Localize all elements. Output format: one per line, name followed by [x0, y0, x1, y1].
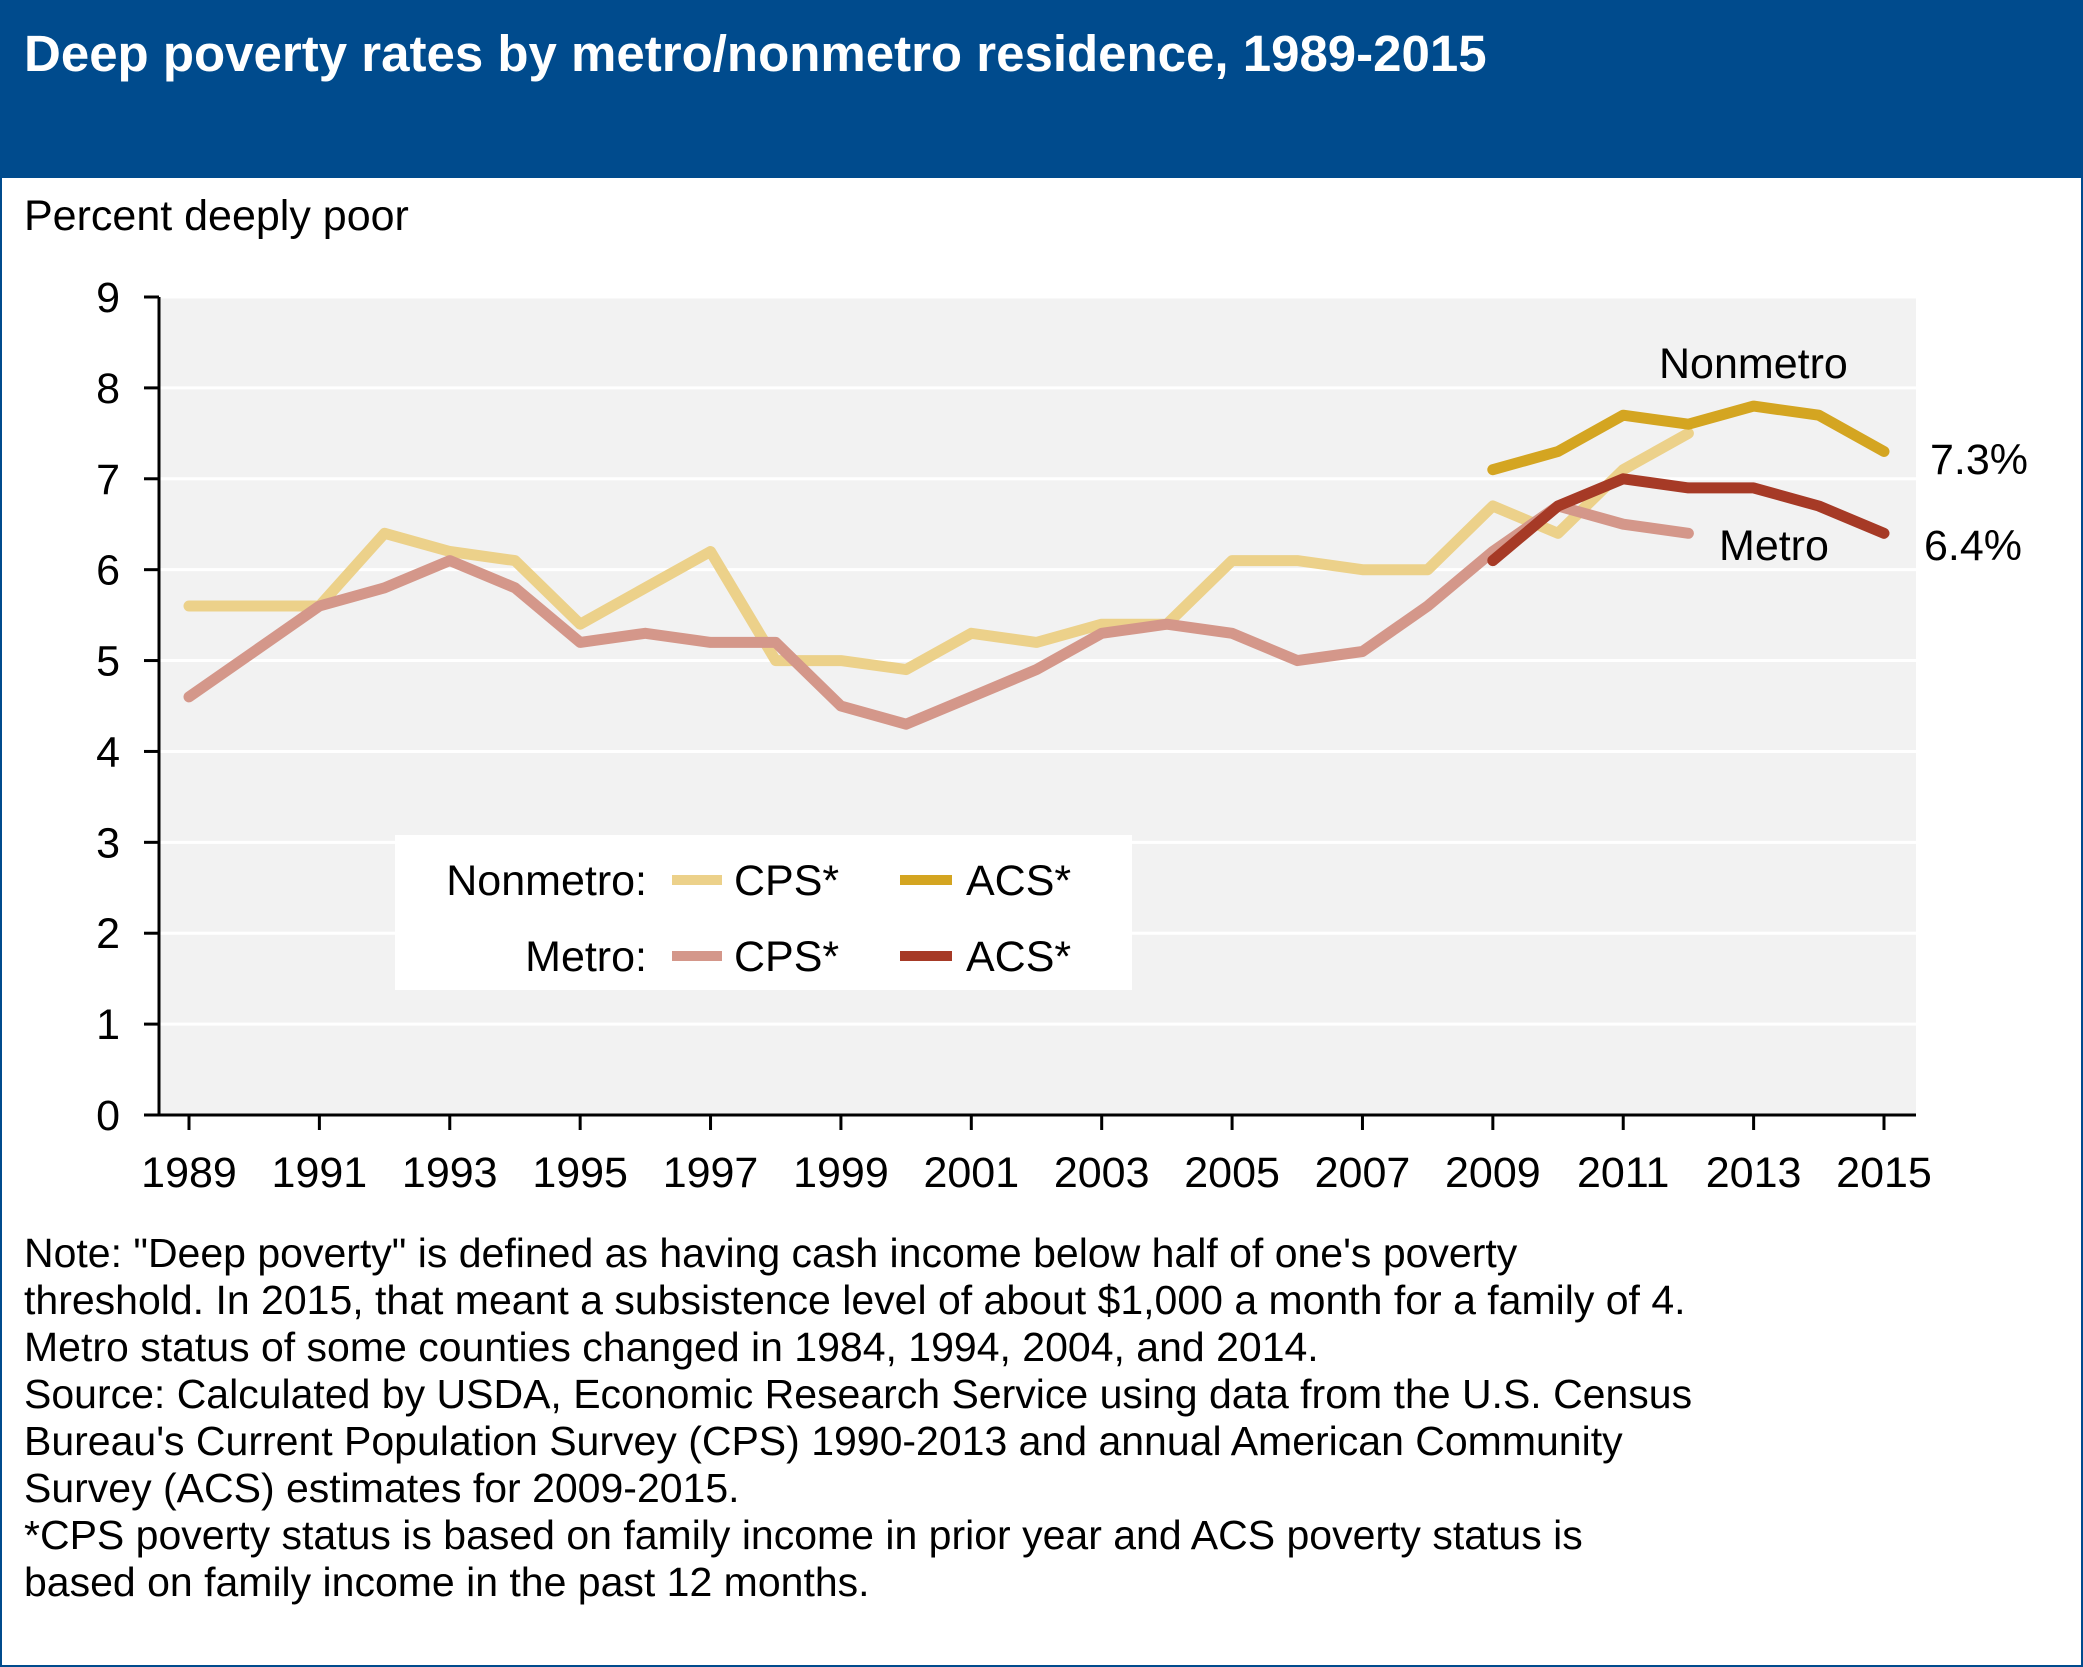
x-tick-label-2009: 2009 — [1445, 1149, 1541, 1197]
nonmetro-end-value: 7.3% — [1930, 436, 2028, 484]
notes-block: Note: "Deep poverty" is defined as havin… — [24, 1230, 2064, 1606]
x-tick-label-2013: 2013 — [1706, 1149, 1802, 1197]
note-line-3: Metro status of some counties changed in… — [24, 1324, 1319, 1370]
y-tick-label-7: 7 — [96, 456, 120, 504]
metro-end-value: 6.4% — [1924, 522, 2022, 570]
legend-label-metro-acs: ACS* — [966, 933, 1071, 981]
source-line-1: Source: Calculated by USDA, Economic Res… — [24, 1371, 1693, 1417]
legend-row-nonmetro-label: Nonmetro: — [446, 857, 647, 905]
x-tick-label-2003: 2003 — [1054, 1149, 1150, 1197]
x-tick-label-2007: 2007 — [1315, 1149, 1411, 1197]
x-tick-label-2015: 2015 — [1836, 1149, 1932, 1197]
title-bar: Deep poverty rates by metro/nonmetro res… — [2, 2, 2081, 178]
y-tick-label-4: 4 — [96, 728, 120, 776]
footnote-line-1: *CPS poverty status is based on family i… — [24, 1512, 1583, 1558]
series-line-nonmetro_cps — [183, 427, 1694, 676]
y-tick-label-2: 2 — [96, 910, 120, 958]
footnote-line-2: based on family income in the past 12 mo… — [24, 1559, 870, 1605]
line-chart: 0 1 2 3 4 5 6 7 8 9 1989 1991 1993 1995 1997 1999 2001 2… — [96, 274, 2028, 1197]
y-tick-label-3: 3 — [96, 819, 120, 867]
y-tick-label-8: 8 — [96, 365, 120, 413]
y-ticks: 0 1 2 3 4 5 6 7 8 9 — [96, 274, 159, 1140]
legend-box — [395, 835, 1132, 990]
y-tick-label-6: 6 — [96, 547, 120, 595]
chart-title: Deep poverty rates by metro/nonmetro res… — [24, 25, 1487, 82]
series-line-metro_cps — [183, 500, 1694, 730]
y-tick-label-9: 9 — [96, 274, 120, 322]
x-ticks: 1989 1991 1993 1995 1997 1999 2001 2003 2005 2007… — [141, 1115, 1932, 1197]
x-tick-label-1995: 1995 — [532, 1149, 628, 1197]
x-tick-label-1999: 1999 — [793, 1149, 889, 1197]
x-tick-label-2001: 2001 — [923, 1149, 1019, 1197]
y-axis-label: Percent deeply poor — [24, 192, 409, 240]
legend-label-metro-cps: CPS* — [734, 933, 839, 981]
x-tick-label-2005: 2005 — [1184, 1149, 1280, 1197]
metro-series-label: Metro — [1719, 522, 1829, 570]
x-tick-label-1991: 1991 — [272, 1149, 368, 1197]
series-line-nonmetro_acs — [1487, 400, 1890, 476]
note-line-1: Note: "Deep poverty" is defined as havin… — [24, 1230, 1518, 1276]
series-line-metro_acs — [1487, 473, 1890, 567]
legend-row-metro-label: Metro: — [525, 933, 647, 981]
y-tick-label-1: 1 — [96, 1001, 120, 1049]
legend-label-nonmetro-acs: ACS* — [966, 857, 1071, 905]
series-lines — [183, 400, 1890, 730]
y-tick-label-5: 5 — [96, 638, 120, 686]
x-tick-label-1997: 1997 — [663, 1149, 759, 1197]
x-tick-label-1989: 1989 — [141, 1149, 237, 1197]
source-line-3: Survey (ACS) estimates for 2009-2015. — [24, 1465, 740, 1511]
x-tick-label-1993: 1993 — [402, 1149, 498, 1197]
nonmetro-series-label: Nonmetro — [1659, 340, 1848, 388]
legend-label-nonmetro-cps: CPS* — [734, 857, 839, 905]
note-line-2: threshold. In 2015, that meant a subsist… — [24, 1277, 1686, 1323]
y-tick-label-0: 0 — [96, 1092, 120, 1140]
x-tick-label-2011: 2011 — [1577, 1149, 1669, 1197]
legend: Nonmetro: CPS* ACS* Metro: CPS* ACS* — [395, 835, 1132, 990]
source-line-2: Bureau's Current Population Survey (CPS)… — [24, 1418, 1623, 1464]
